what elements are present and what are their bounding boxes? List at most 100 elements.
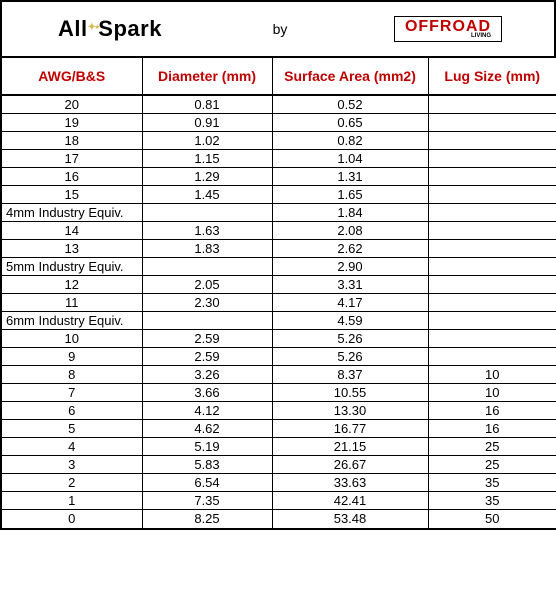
cell-awg: 20	[2, 95, 142, 114]
cell-awg: 9	[2, 348, 142, 366]
table-row: 122.053.31	[2, 276, 556, 294]
table-row: 92.595.26	[2, 348, 556, 366]
col-header-awg: AWG/B&S	[2, 58, 142, 95]
cell-awg: 12	[2, 276, 142, 294]
brand2-logo: OFFROAD LIVING	[394, 16, 502, 42]
cell-awg: 1	[2, 492, 142, 510]
brand1-wrap: All✦⋆Spark	[10, 16, 210, 42]
cell-area: 10.55	[272, 384, 428, 402]
cell-diameter: 3.66	[142, 384, 272, 402]
cell-diameter: 8.25	[142, 510, 272, 528]
cell-awg: 5	[2, 420, 142, 438]
cell-diameter: 5.83	[142, 456, 272, 474]
cell-lug	[428, 312, 556, 330]
brand1-text-b: Spark	[98, 16, 162, 41]
cell-diameter: 7.35	[142, 492, 272, 510]
cell-diameter: 5.19	[142, 438, 272, 456]
cell-diameter: 1.02	[142, 132, 272, 150]
cell-area: 2.08	[272, 222, 428, 240]
cell-lug	[428, 294, 556, 312]
cell-lug	[428, 168, 556, 186]
table-head-row: AWG/B&S Diameter (mm) Surface Area (mm2)…	[2, 58, 556, 95]
table-row: 141.632.08	[2, 222, 556, 240]
cell-diameter: 0.81	[142, 95, 272, 114]
cell-awg: 17	[2, 150, 142, 168]
table-body: 200.810.52190.910.65181.020.82171.151.04…	[2, 95, 556, 528]
page-container: All✦⋆Spark by OFFROAD LIVING AWG/B&S Dia…	[0, 0, 556, 530]
cell-lug: 16	[428, 420, 556, 438]
table-row: 45.1921.1525	[2, 438, 556, 456]
col-header-lug: Lug Size (mm)	[428, 58, 556, 95]
cell-awg: 2	[2, 474, 142, 492]
cell-diameter: 2.05	[142, 276, 272, 294]
cell-area: 16.77	[272, 420, 428, 438]
spark-accent-icon: ✦⋆	[88, 22, 99, 33]
table-row: 181.020.82	[2, 132, 556, 150]
col-header-diameter: Diameter (mm)	[142, 58, 272, 95]
table-row: 112.304.17	[2, 294, 556, 312]
cell-awg: 13	[2, 240, 142, 258]
cell-diameter: 3.26	[142, 366, 272, 384]
cell-lug: 16	[428, 402, 556, 420]
table-row: 151.451.65	[2, 186, 556, 204]
cell-awg: 4	[2, 438, 142, 456]
table-row: 64.1213.3016	[2, 402, 556, 420]
cell-awg: 3	[2, 456, 142, 474]
cell-lug: 25	[428, 438, 556, 456]
cell-awg: 7	[2, 384, 142, 402]
table-row: 08.2553.4850	[2, 510, 556, 528]
cell-area: 8.37	[272, 366, 428, 384]
table-row: 35.8326.6725	[2, 456, 556, 474]
cell-awg: 10	[2, 330, 142, 348]
cell-area: 5.26	[272, 348, 428, 366]
cell-area: 26.67	[272, 456, 428, 474]
cell-lug: 10	[428, 384, 556, 402]
table-row: 73.6610.5510	[2, 384, 556, 402]
header-bar: All✦⋆Spark by OFFROAD LIVING	[2, 2, 554, 58]
cell-area: 2.62	[272, 240, 428, 258]
brand2-wrap: OFFROAD LIVING	[350, 16, 546, 42]
brand1-logo: All✦⋆Spark	[58, 16, 162, 42]
cell-diameter: 1.29	[142, 168, 272, 186]
cell-diameter: 4.12	[142, 402, 272, 420]
cell-awg: 4mm Industry Equiv.	[2, 204, 142, 222]
cell-lug: 50	[428, 510, 556, 528]
cell-diameter: 1.63	[142, 222, 272, 240]
cell-awg: 15	[2, 186, 142, 204]
table-row: 83.268.3710	[2, 366, 556, 384]
cell-lug	[428, 330, 556, 348]
table-row: 190.910.65	[2, 114, 556, 132]
brand1-text-a: All	[58, 16, 88, 41]
table-row: 5mm Industry Equiv.2.90	[2, 258, 556, 276]
table-row: 200.810.52	[2, 95, 556, 114]
cell-lug: 25	[428, 456, 556, 474]
cell-diameter: 4.62	[142, 420, 272, 438]
cell-lug	[428, 348, 556, 366]
cell-lug: 10	[428, 366, 556, 384]
cell-lug	[428, 132, 556, 150]
cell-area: 1.65	[272, 186, 428, 204]
cell-area: 1.31	[272, 168, 428, 186]
table-row: 17.3542.4135	[2, 492, 556, 510]
cell-area: 0.52	[272, 95, 428, 114]
cell-diameter: 1.83	[142, 240, 272, 258]
cell-area: 3.31	[272, 276, 428, 294]
cell-area: 33.63	[272, 474, 428, 492]
table-row: 26.5433.6335	[2, 474, 556, 492]
cell-lug: 35	[428, 474, 556, 492]
by-label: by	[210, 21, 350, 37]
cell-area: 5.26	[272, 330, 428, 348]
cell-lug	[428, 258, 556, 276]
wire-gauge-table: AWG/B&S Diameter (mm) Surface Area (mm2)…	[2, 58, 556, 528]
cell-lug	[428, 222, 556, 240]
cell-awg: 0	[2, 510, 142, 528]
cell-area: 1.84	[272, 204, 428, 222]
table-row: 102.595.26	[2, 330, 556, 348]
cell-area: 4.17	[272, 294, 428, 312]
table-row: 161.291.31	[2, 168, 556, 186]
cell-lug	[428, 114, 556, 132]
cell-area: 42.41	[272, 492, 428, 510]
cell-diameter: 2.59	[142, 330, 272, 348]
table-row: 4mm Industry Equiv. 1.84	[2, 204, 556, 222]
cell-awg: 16	[2, 168, 142, 186]
